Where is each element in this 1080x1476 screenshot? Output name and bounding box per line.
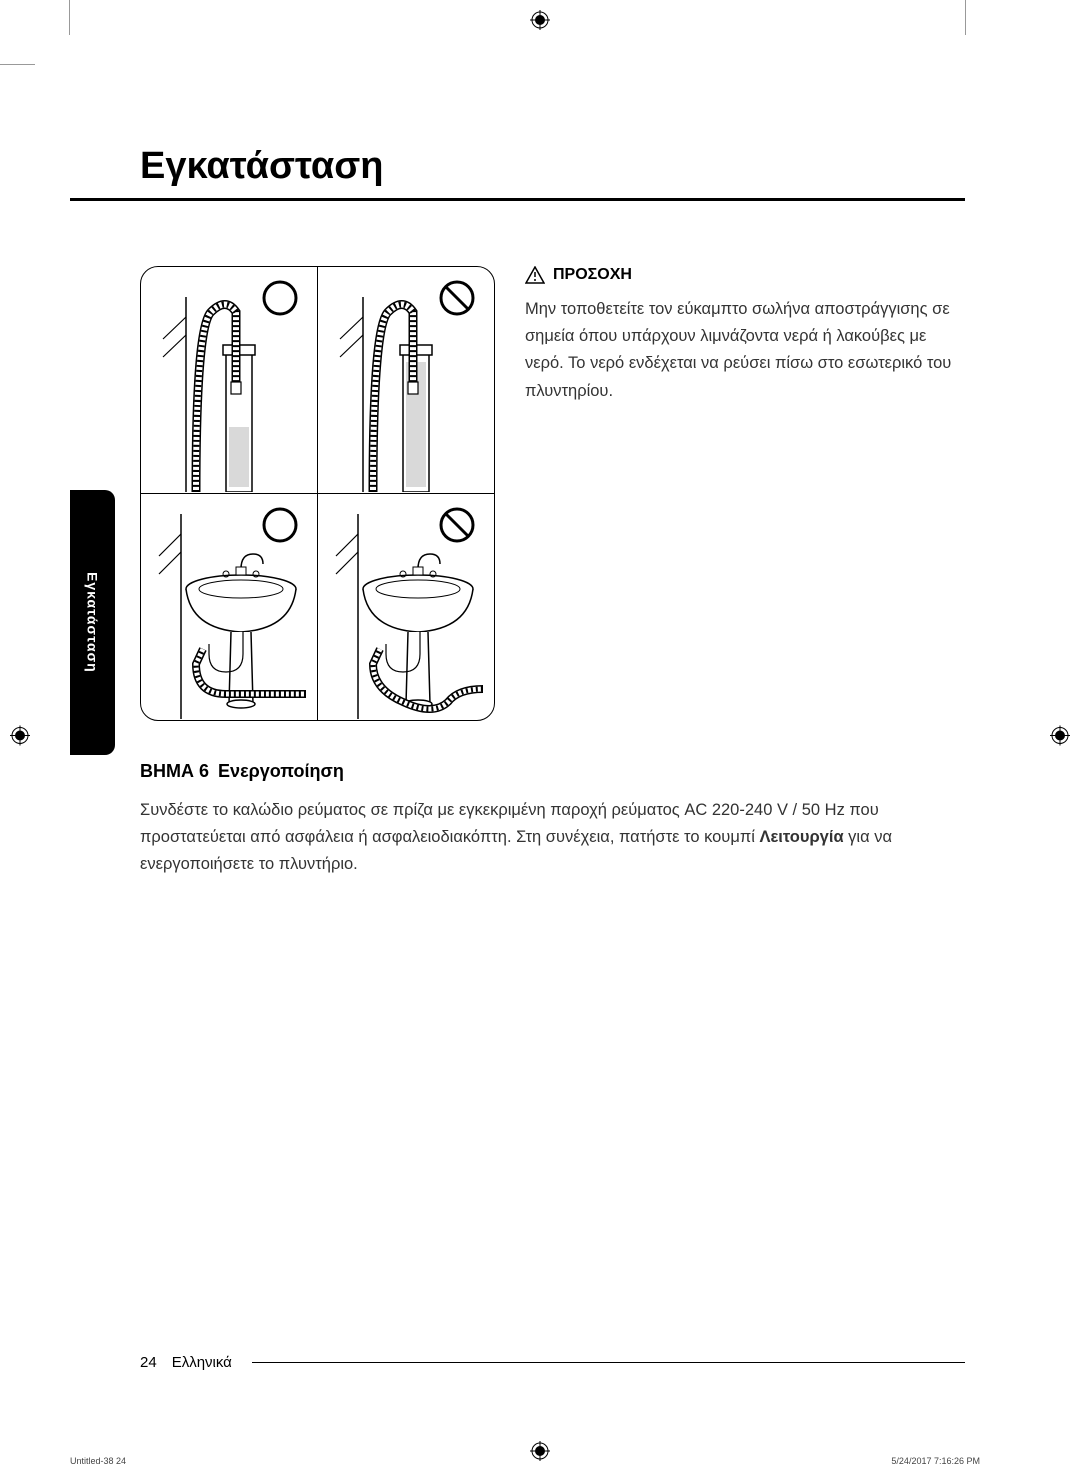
page-number: 24 <box>140 1354 157 1371</box>
prohibited-indicator-icon <box>438 506 476 544</box>
print-footer: Untitled-38 24 5/24/2017 7:16:26 PM <box>70 1456 980 1466</box>
crop-mark <box>0 50 35 65</box>
diagram-cell-sink-incorrect <box>318 494 495 721</box>
caution-header: ΠΡΟΣΟΧΗ <box>525 266 965 284</box>
caution-label: ΠΡΟΣΟΧΗ <box>553 266 632 284</box>
registration-mark-icon <box>530 10 550 35</box>
step-text-bold: Λειτουργία <box>759 828 843 846</box>
registration-mark-icon <box>1050 726 1070 751</box>
step-heading: ΒΗΜΑ 6 Ενεργοποίηση <box>140 761 965 782</box>
caution-body-text: Μην τοποθετείτε τον εύκαμπτο σωλήνα αποσ… <box>525 296 965 405</box>
crop-mark <box>965 0 980 35</box>
print-file-label: Untitled-38 24 <box>70 1456 126 1466</box>
step-prefix: ΒΗΜΑ <box>140 761 194 781</box>
page-title: Εγκατάσταση <box>70 145 965 201</box>
step-title: Ενεργοποίηση <box>218 761 344 781</box>
sidebar-tab: Εγκατάσταση <box>70 490 115 755</box>
prohibited-indicator-icon <box>438 279 476 317</box>
warning-triangle-icon <box>525 266 545 284</box>
diagram-cell-standpipe-incorrect <box>318 267 495 494</box>
diagram-cell-sink-correct <box>141 494 318 721</box>
diagram-grid <box>140 266 495 721</box>
print-timestamp: 5/24/2017 7:16:26 PM <box>891 1456 980 1466</box>
step-number: 6 <box>199 761 209 781</box>
footer-language: Ελληνικά <box>172 1354 232 1371</box>
page-content: Εγκατάσταση Εγκατάσταση <box>70 60 965 1416</box>
step-body-text: Συνδέστε το καλώδιο ρεύματος σε πρίζα με… <box>140 797 965 879</box>
diagram-cell-standpipe-correct <box>141 267 318 494</box>
caution-section: ΠΡΟΣΟΧΗ Μην τοποθετείτε τον εύκαμπτο σωλ… <box>525 266 965 721</box>
registration-mark-icon <box>10 726 30 751</box>
sidebar-tab-label: Εγκατάσταση <box>85 572 101 673</box>
ok-indicator-icon <box>261 279 299 317</box>
crop-mark <box>55 0 70 35</box>
step-section: ΒΗΜΑ 6 Ενεργοποίηση Συνδέστε το καλώδιο … <box>70 761 965 879</box>
main-content: ΠΡΟΣΟΧΗ Μην τοποθετείτε τον εύκαμπτο σωλ… <box>70 266 965 721</box>
ok-indicator-icon <box>261 506 299 544</box>
page-footer: 24 Ελληνικά <box>140 1354 965 1371</box>
footer-divider <box>252 1362 965 1363</box>
